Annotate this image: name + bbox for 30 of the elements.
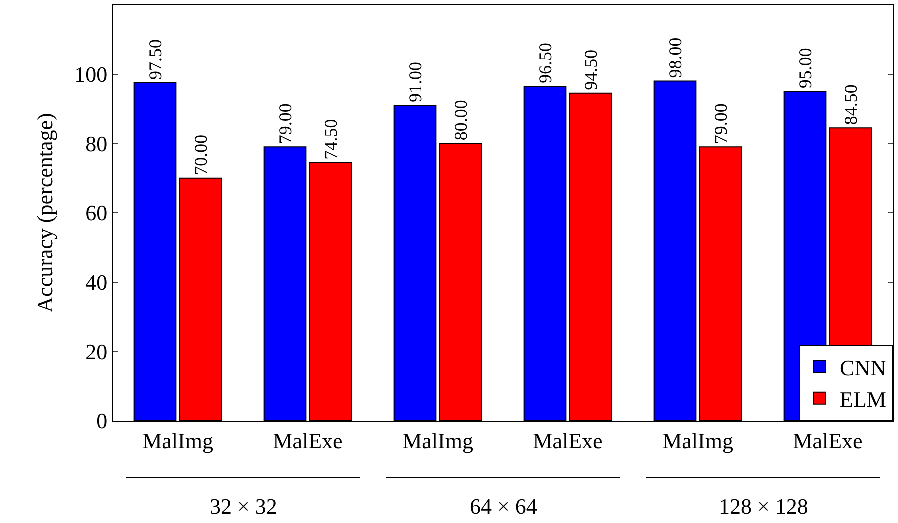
text: 64 × 64 [470, 494, 538, 519]
legend-label: ELM [840, 386, 886, 412]
y-tick-label: 0 [96, 408, 108, 434]
data-label: 97.50 [145, 40, 166, 80]
data-label: 91.00 [405, 62, 426, 103]
y-tick-label: 40 [86, 270, 108, 296]
data-label: 74.50 [320, 119, 341, 160]
data-label: 79.00 [710, 104, 731, 144]
y-tick-label: 80 [86, 131, 108, 156]
data-label: 84.50 [840, 84, 861, 126]
y-tick-label: 60 [86, 200, 108, 226]
data-label: 80.00 [450, 100, 471, 141]
data-label: 94.50 [580, 50, 601, 90]
x-tick-label: MalImg [402, 428, 474, 454]
legend-label: CNN [840, 355, 887, 380]
y-tick-label: 100 [74, 62, 108, 88]
data-label: 96.50 [535, 42, 556, 84]
x-tick-label: MalImg [662, 428, 734, 454]
x-tick-label: MalExe [793, 428, 863, 454]
x-tick-label: MalImg [142, 428, 214, 454]
data-label: 98.00 [665, 38, 686, 78]
y-tick-label: 20 [86, 339, 108, 364]
x-tick-label: MalExe [273, 428, 343, 454]
text: 128 × 128 [719, 494, 808, 519]
data-label: 79.00 [275, 104, 296, 144]
data-label: 95.00 [795, 48, 816, 89]
data-label: 70.00 [190, 134, 211, 176]
y-axis-title: Accuracy (percentage) [32, 113, 58, 313]
x-tick-label: MalExe [533, 428, 603, 454]
text: 32 × 32 [210, 494, 278, 519]
